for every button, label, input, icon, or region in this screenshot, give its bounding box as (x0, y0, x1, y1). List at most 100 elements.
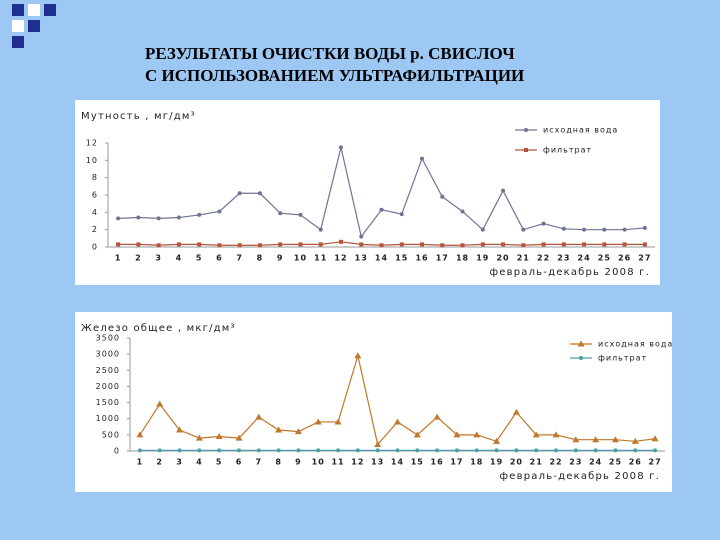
data-point (613, 448, 618, 453)
x-tick-label: 2 (156, 458, 163, 467)
data-point (338, 145, 343, 150)
x-tick-label: 7 (236, 254, 243, 263)
y-tick-label: 2000 (96, 382, 120, 391)
data-point (651, 435, 659, 442)
data-point (318, 227, 323, 232)
x-tick-label: 3 (176, 458, 183, 467)
legend-label: фильтрат (543, 146, 592, 155)
data-point (460, 209, 465, 214)
x-tick-label: 27 (638, 254, 651, 263)
x-tick-label: 23 (557, 254, 570, 263)
data-point (474, 448, 479, 453)
y-tick-label: 10 (86, 156, 98, 165)
x-tick-label: 1 (115, 254, 122, 263)
x-tick-label: 24 (589, 458, 602, 467)
x-tick-label: 6 (236, 458, 243, 467)
data-point (237, 243, 242, 248)
y-tick-label: 2500 (96, 366, 120, 375)
data-point (602, 242, 607, 247)
x-tick-label: 17 (450, 458, 463, 467)
data-point (415, 448, 420, 453)
data-point (257, 243, 262, 248)
data-point (296, 448, 301, 453)
x-tick-label: 18 (456, 254, 469, 263)
data-point (395, 448, 400, 453)
data-point (602, 227, 607, 232)
data-point (494, 448, 499, 453)
x-tick-label: 25 (598, 254, 611, 263)
data-point (294, 428, 302, 435)
data-point (197, 212, 202, 217)
data-point (593, 448, 598, 453)
data-point (215, 432, 223, 439)
data-point (197, 448, 202, 453)
data-point (355, 448, 360, 453)
data-point (642, 225, 647, 230)
x-tick-label: 8 (275, 458, 282, 467)
data-point (359, 234, 364, 239)
x-tick-label: 5 (216, 458, 223, 467)
data-point (336, 448, 341, 453)
x-axis-label: февраль-декабрь 2008 г. (490, 267, 650, 278)
data-point (532, 431, 540, 438)
y-tick-label: 3000 (96, 350, 120, 359)
data-point (275, 426, 283, 433)
x-tick-label: 27 (649, 458, 662, 467)
x-tick-label: 11 (314, 254, 327, 263)
x-tick-label: 12 (351, 458, 364, 467)
data-point (217, 448, 222, 453)
data-point (379, 207, 384, 212)
y-tick-label: 0 (92, 243, 98, 252)
data-point (116, 242, 121, 247)
x-tick-label: 6 (216, 254, 223, 263)
y-tick-label: 8 (92, 173, 98, 182)
legend-marker (579, 356, 583, 360)
y-tick-label: 3500 (96, 334, 120, 343)
data-point (413, 431, 421, 438)
x-tick-label: 17 (436, 254, 449, 263)
data-point (480, 227, 485, 232)
data-point (197, 242, 202, 247)
legend-label: исходная вода (598, 340, 673, 349)
deco (12, 20, 24, 32)
x-tick-label: 13 (355, 254, 368, 263)
data-point (255, 413, 263, 420)
data-point (136, 215, 141, 220)
data-point (501, 188, 506, 193)
data-point (256, 448, 261, 453)
data-point (257, 191, 262, 196)
data-point (237, 191, 242, 196)
data-point (359, 242, 364, 247)
data-point (420, 156, 425, 161)
x-tick-label: 23 (569, 458, 582, 467)
data-point (453, 431, 461, 438)
x-axis-label: февраль-декабрь 2008 г. (500, 471, 660, 482)
y-tick-label: 2 (92, 225, 98, 234)
data-point (136, 431, 144, 438)
y-tick-label: 4 (92, 208, 98, 217)
legend-marker (524, 128, 528, 132)
data-point (394, 418, 401, 425)
x-tick-label: 15 (411, 458, 424, 467)
data-point (582, 227, 587, 232)
x-tick-label: 4 (196, 458, 203, 467)
data-point (501, 242, 506, 247)
x-tick-label: 26 (629, 458, 642, 467)
x-tick-label: 10 (312, 458, 325, 467)
legend-label: фильтрат (598, 354, 647, 363)
y-tick-label: 1000 (96, 414, 120, 423)
data-point (622, 227, 627, 232)
data-point (541, 242, 546, 247)
data-point (561, 242, 566, 247)
y-tick-label: 1500 (96, 398, 120, 407)
data-point (573, 448, 578, 453)
y-tick-label: 6 (92, 191, 98, 200)
data-point (278, 242, 283, 247)
deco (28, 20, 40, 32)
x-tick-label: 2 (135, 254, 142, 263)
data-point (512, 408, 520, 415)
data-point (399, 242, 404, 247)
data-point (314, 418, 322, 425)
data-point (318, 242, 323, 247)
